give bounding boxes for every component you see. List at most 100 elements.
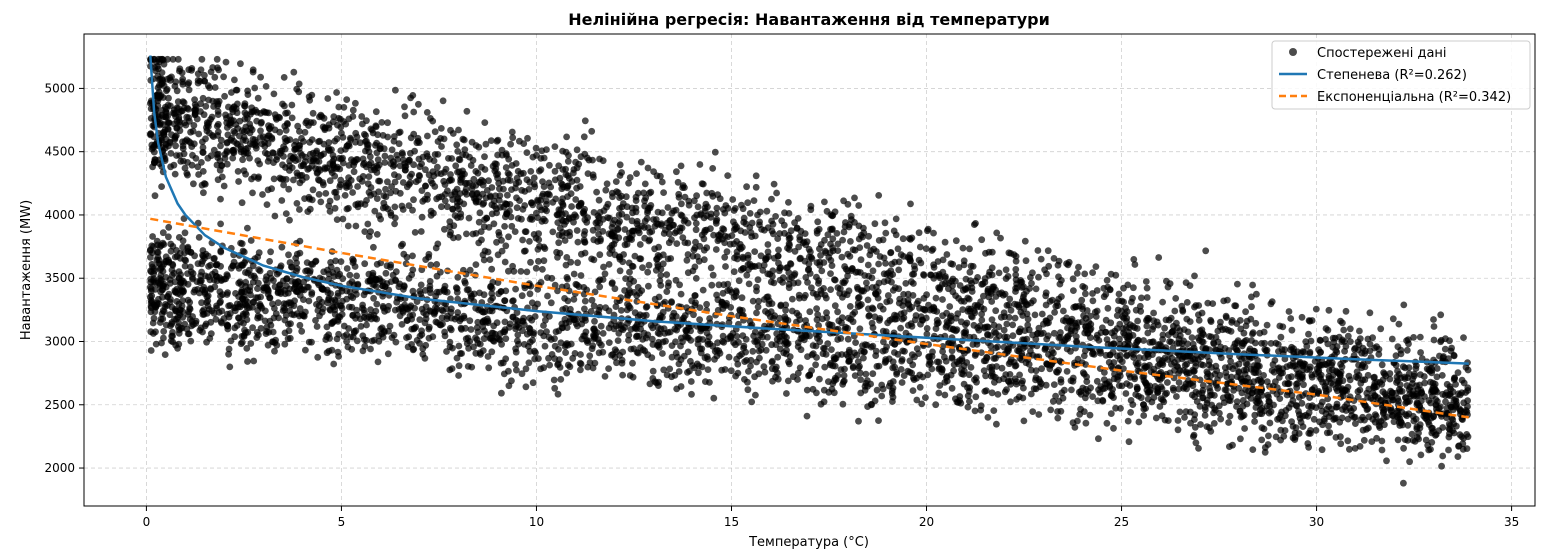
scatter-point: [481, 119, 489, 126]
scatter-point: [1430, 336, 1438, 344]
scatter-point: [1143, 294, 1151, 301]
scatter-point: [401, 103, 408, 111]
scatter-point: [710, 394, 718, 402]
scatter-point: [1454, 369, 1462, 376]
scatter-point: [1271, 357, 1279, 364]
scatter-point: [1173, 393, 1180, 400]
scatter-point: [486, 256, 494, 263]
scatter-point: [352, 99, 359, 107]
scatter-point: [534, 300, 541, 308]
scatter-point: [964, 392, 972, 400]
scatter-point: [487, 283, 494, 291]
scatter-point: [1181, 414, 1188, 421]
scatter-point: [943, 374, 950, 381]
scatter-point: [415, 176, 422, 184]
scatter-point: [150, 330, 157, 337]
scatter-point: [1303, 342, 1311, 350]
scatter-point: [908, 351, 916, 359]
scatter-point: [702, 200, 710, 208]
scatter-point: [319, 123, 327, 131]
scatter-point: [713, 204, 721, 212]
scatter-point: [882, 229, 890, 237]
scatter-point: [562, 349, 569, 356]
scatter-point: [947, 312, 955, 320]
scatter-point: [579, 209, 587, 217]
scatter-point: [789, 295, 796, 303]
scatter-point: [540, 322, 547, 329]
scatter-point: [296, 206, 303, 213]
scatter-point: [1221, 386, 1229, 394]
scatter-point: [735, 277, 743, 285]
scatter-point: [247, 340, 255, 347]
scatter-point: [849, 318, 857, 326]
scatter-point: [370, 294, 377, 302]
scatter-point: [813, 227, 821, 235]
scatter-point: [1318, 407, 1326, 415]
scatter-point: [373, 300, 381, 308]
scatter-point: [1416, 333, 1424, 341]
scatter-point: [945, 285, 952, 293]
scatter-point: [1122, 390, 1130, 397]
scatter-point: [626, 174, 634, 181]
scatter-point: [1226, 443, 1233, 450]
scatter-point: [1068, 386, 1075, 394]
scatter-point: [381, 152, 389, 160]
scatter-point: [172, 142, 180, 150]
scatter-point: [326, 197, 334, 205]
scatter-point: [1433, 373, 1441, 381]
scatter-point: [726, 240, 734, 248]
scatter-point: [703, 353, 711, 361]
scatter-point: [684, 369, 691, 376]
scatter-point: [248, 108, 256, 116]
scatter-point: [1172, 295, 1180, 302]
scatter-point: [775, 246, 782, 254]
scatter-point: [410, 196, 417, 204]
scatter-point: [769, 377, 776, 385]
scatter-point: [202, 102, 210, 110]
scatter-point: [199, 94, 207, 102]
scatter-point: [840, 279, 848, 287]
scatter-point: [1356, 335, 1364, 342]
scatter-point: [1035, 324, 1043, 332]
scatter-point: [498, 236, 505, 244]
scatter-point: [939, 280, 946, 288]
scatter-point: [360, 336, 368, 343]
scatter-point: [943, 318, 951, 326]
scatter-point: [286, 162, 293, 170]
scatter-point: [388, 183, 395, 191]
scatter-point: [1004, 346, 1011, 353]
scatter-point: [333, 335, 341, 343]
scatter-point: [1363, 406, 1371, 414]
scatter-point: [1197, 421, 1204, 428]
scatter-point: [796, 364, 804, 372]
scatter-point: [339, 154, 346, 162]
scatter-point: [1272, 433, 1280, 441]
scatter-point: [333, 216, 341, 224]
scatter-point: [175, 234, 183, 241]
scatter-point: [1346, 445, 1353, 453]
scatter-point: [834, 336, 842, 343]
scatter-point: [831, 208, 839, 216]
scatter-point: [873, 386, 881, 394]
scatter-point: [593, 188, 600, 196]
scatter-point: [1265, 432, 1272, 440]
scatter-point: [872, 347, 880, 355]
scatter-point: [776, 276, 784, 284]
scatter-point: [1382, 372, 1390, 380]
scatter-point: [909, 292, 917, 299]
scatter-point: [484, 248, 492, 256]
scatter-point: [675, 368, 683, 375]
scatter-point: [605, 365, 612, 372]
scatter-point: [871, 220, 879, 228]
scatter-point: [452, 162, 460, 170]
scatter-point: [256, 134, 264, 141]
scatter-point: [160, 328, 168, 335]
scatter-point: [866, 251, 874, 259]
scatter-point: [529, 153, 537, 161]
scatter-point: [909, 387, 917, 394]
scatter-point: [381, 159, 389, 166]
scatter-point: [674, 178, 682, 186]
scatter-point: [1266, 419, 1274, 427]
scatter-point: [1124, 417, 1132, 425]
scatter-point: [345, 303, 353, 311]
